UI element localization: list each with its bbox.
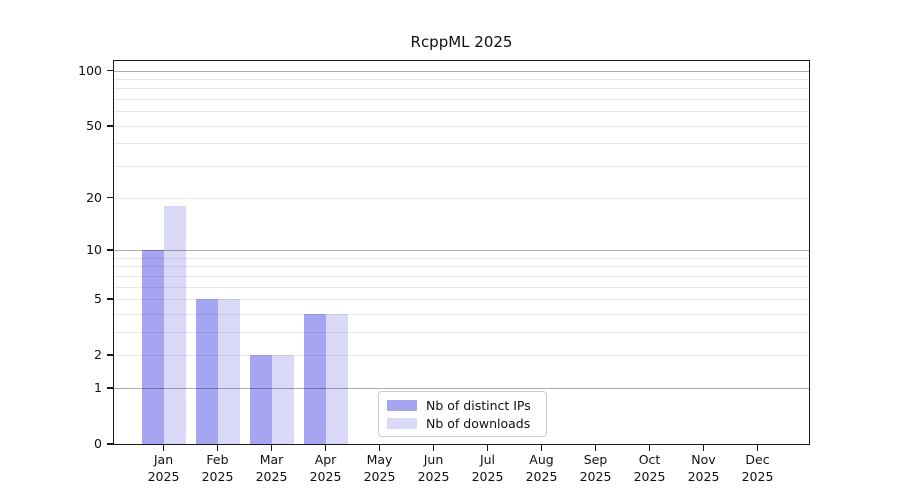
x-tick-label: Apr 2025 [309, 452, 342, 484]
gridline-minor [114, 125, 809, 127]
y-tick-mark [107, 69, 113, 72]
bar-downloads-apr [325, 313, 348, 444]
gridline-minor [114, 166, 809, 168]
x-tick-mark [486, 445, 489, 451]
y-tick-label: 1 [94, 379, 102, 395]
x-tick-label: Oct 2025 [633, 452, 666, 484]
gridline-minor [114, 331, 809, 333]
x-tick-mark [540, 445, 543, 451]
chart-title: RcppML 2025 [410, 33, 513, 51]
gridline-minor [114, 111, 809, 113]
bar-distinct-ips-mar [249, 355, 272, 444]
y-tick-label: 2 [94, 347, 102, 363]
gridline-minor [114, 266, 809, 268]
bar-distinct-ips-apr [303, 313, 326, 444]
gridline-major [114, 387, 809, 389]
y-tick-label: 100 [78, 62, 102, 78]
y-tick-mark [107, 443, 113, 445]
y-tick-mark [107, 196, 113, 199]
x-tick-label: Aug 2025 [525, 452, 558, 484]
x-tick-mark [270, 445, 273, 451]
y-tick-label: 50 [86, 117, 102, 133]
legend-item-distinct-ips: Nb of distinct IPs [387, 398, 538, 413]
legend-label-downloads: Nb of downloads [426, 416, 531, 431]
legend: Nb of distinct IPs Nb of downloads [378, 391, 547, 437]
x-tick-label: Nov 2025 [687, 452, 720, 484]
x-tick-mark [648, 445, 651, 451]
y-tick-mark [107, 249, 113, 251]
y-tick-label: 0 [94, 436, 102, 451]
y-tick-mark [107, 354, 113, 356]
x-tick-mark [594, 445, 597, 451]
gridline-minor [114, 286, 809, 288]
y-tick-label: 5 [94, 290, 102, 306]
x-tick-label: Dec 2025 [741, 452, 774, 484]
gridline-minor [114, 257, 809, 259]
gridline-major [114, 249, 809, 251]
y-tick-mark [107, 298, 113, 300]
x-tick-label: Jul 2025 [471, 452, 504, 484]
bar-downloads-mar [271, 355, 294, 444]
gridline-major [114, 70, 809, 72]
gridline-minor [114, 99, 809, 101]
x-tick-mark [324, 445, 327, 451]
x-tick-mark [432, 445, 435, 451]
bar-distinct-ips-feb [195, 298, 218, 444]
x-tick-mark [756, 445, 759, 451]
bar-distinct-ips-jan [141, 249, 164, 444]
gridline-minor [114, 275, 809, 277]
bar-downloads-feb [217, 298, 240, 444]
legend-swatch-downloads [387, 418, 417, 429]
x-tick-label: Mar 2025 [255, 452, 288, 484]
bar-downloads-jan [163, 205, 186, 444]
x-tick-mark [162, 445, 165, 451]
x-tick-mark [378, 445, 381, 451]
x-tick-label: Feb 2025 [201, 452, 234, 484]
y-tick-label: 10 [86, 241, 102, 257]
y-tick-mark [107, 125, 113, 127]
gridline-minor [114, 197, 809, 199]
legend-label-distinct-ips: Nb of distinct IPs [426, 398, 531, 413]
x-tick-label: Jan 2025 [147, 452, 180, 484]
x-tick-mark [216, 445, 219, 451]
y-tick-mark [107, 387, 113, 389]
legend-item-downloads: Nb of downloads [387, 416, 538, 431]
x-tick-label: Jun 2025 [417, 452, 450, 484]
gridline-minor [114, 143, 809, 145]
legend-swatch-distinct-ips [387, 400, 417, 411]
y-tick-label: 20 [86, 189, 102, 205]
x-tick-label: Sep 2025 [579, 452, 612, 484]
gridline-minor [114, 88, 809, 90]
x-tick-mark [702, 445, 705, 451]
gridline-minor [114, 313, 809, 315]
gridline-minor [114, 355, 809, 357]
x-tick-label: May 2025 [363, 452, 396, 484]
gridline-minor [114, 298, 809, 300]
gridline-minor [114, 78, 809, 80]
